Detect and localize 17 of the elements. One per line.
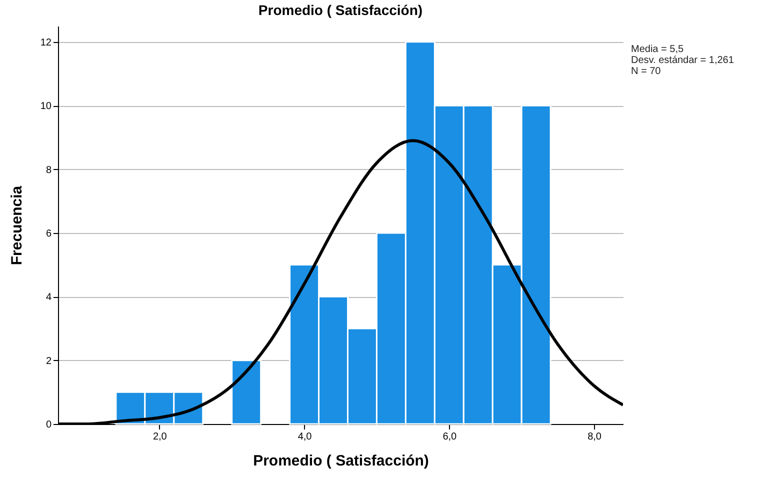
y-tick-label: 10 [40, 101, 52, 112]
x-tick-label: 8,0 [588, 432, 602, 442]
y-tick-label: 2 [46, 356, 52, 367]
y-tick-label: 12 [40, 37, 52, 48]
y-tick-label: 0 [46, 420, 52, 430]
y-axis-title: Frecuencia [8, 185, 26, 266]
text: Desv. estándar = 1,261 [631, 55, 734, 66]
chart-title: Promedio ( Satisfacción) [258, 2, 423, 18]
x-tick-label: 6,0 [442, 432, 458, 442]
y-tick-label: 8 [46, 164, 52, 176]
x-tick-label: 2,0 [152, 432, 168, 442]
y-tick-label: 6 [46, 228, 52, 240]
x-tick-label: 4,0 [298, 432, 312, 442]
x-axis-title: Promedio ( Satisfacción) [253, 452, 429, 470]
text: Media = 5,5 [631, 44, 685, 55]
y-tick-label: 4 [46, 292, 52, 304]
text: N = 70 [631, 66, 662, 77]
